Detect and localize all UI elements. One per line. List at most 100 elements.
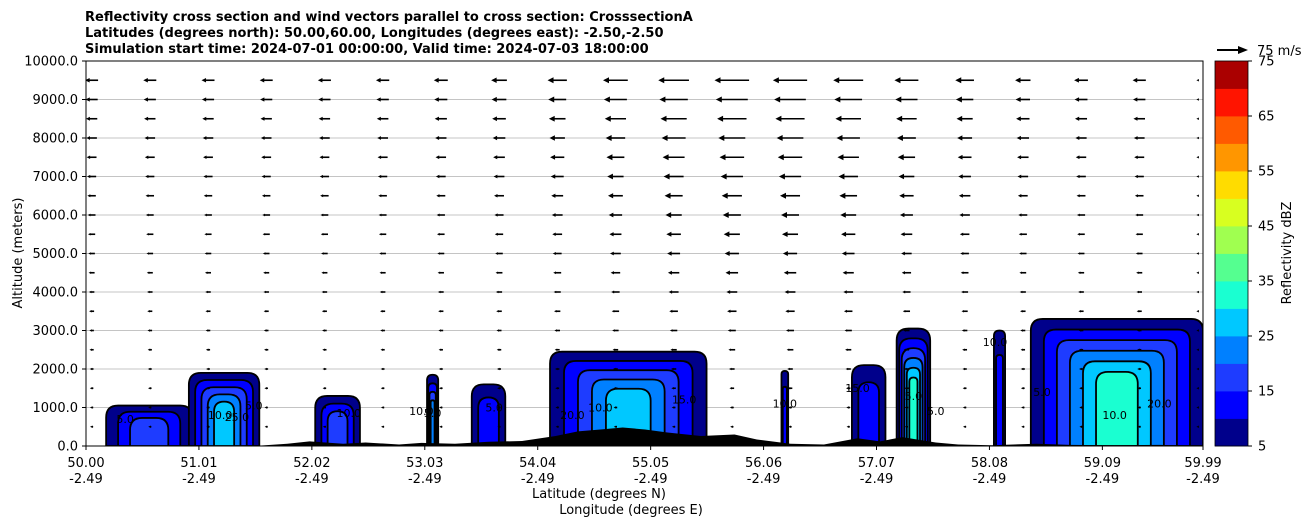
reflectivity-cells (105, 318, 1203, 446)
reflectivity-cell (851, 364, 887, 446)
wind-vector-arrowhead-icon (1196, 348, 1199, 351)
wind-vector-arrowhead-icon (665, 212, 672, 218)
wind-vector-arrowhead-icon (437, 290, 441, 294)
wind-vector-arrowhead-icon (494, 232, 498, 236)
contour-label: 15.0 (672, 394, 697, 407)
colorbar-segment (1215, 418, 1248, 447)
wind-vector-arrowhead-icon (1079, 387, 1082, 390)
wind-vector-arrowhead-icon (553, 271, 557, 275)
wind-vector-arrowhead-icon (496, 329, 499, 332)
wind-vector-arrowhead-icon (147, 290, 150, 294)
wind-vector-arrowhead-icon (435, 174, 440, 179)
wind-vector-arrowhead-icon (668, 290, 673, 294)
wind-vector-arrowhead-icon (1134, 155, 1138, 160)
colorbar-tick-label: 15 (1258, 385, 1275, 400)
colorbar-segment (1215, 88, 1248, 117)
contour-label: 5.0 (116, 413, 134, 426)
wind-vector-arrowhead-icon (774, 96, 781, 103)
wind-vector-arrowhead-icon (1079, 425, 1082, 428)
wind-vector-arrowhead-icon (606, 154, 613, 161)
reflectivity-cell (780, 370, 790, 446)
wind-vector-arrowhead-icon (203, 174, 207, 179)
y-tick-label: 10000.0 (24, 55, 78, 70)
wind-vector-arrowhead-icon (959, 232, 964, 236)
wind-vector-arrowhead-icon (1074, 77, 1079, 83)
wind-vector-arrowhead-icon (730, 425, 733, 428)
wind-vector-arrowhead-icon (554, 310, 557, 313)
wind-vector-arrowhead-icon (555, 425, 559, 428)
wind-vector-arrowhead-icon (667, 251, 672, 256)
wind-vector-arrowhead-icon (380, 406, 384, 409)
wind-vector-arrowhead-icon (435, 155, 440, 160)
wind-vector-arrowhead-icon (496, 310, 499, 313)
wind-vector-arrowhead-icon (775, 115, 782, 122)
y-tick-label: 9000.0 (33, 93, 79, 108)
contour-level (1095, 370, 1139, 446)
wind-vector-arrowhead-icon (322, 425, 326, 428)
wind-vector-arrowhead-icon (494, 194, 498, 198)
wind-vector-arrowhead-icon (1136, 329, 1140, 332)
wind-vector-arrowhead-icon (378, 194, 382, 198)
wind-vector-arrowhead-icon (145, 213, 149, 217)
contour-level (429, 399, 436, 446)
colorbar-tick-label: 5 (1258, 440, 1266, 455)
contour-label: 5.0 (1033, 386, 1051, 399)
wind-vector-arrowhead-icon (260, 116, 265, 121)
wind-vector-arrowhead-icon (261, 155, 265, 159)
wind-vector-arrowhead-icon (146, 271, 150, 274)
wind-vector-arrowhead-icon (439, 425, 442, 428)
wind-vector-arrowhead-icon (958, 193, 963, 198)
wind-vector-arrowhead-icon (846, 425, 850, 428)
wind-vector-arrowhead-icon (495, 290, 499, 294)
wind-vector-arrowhead-icon (718, 135, 725, 141)
wind-vector-arrowhead-icon (959, 213, 964, 217)
x-tick-label-lon: -2.49 (521, 472, 555, 487)
wind-vector-arrowhead-icon (1020, 310, 1023, 313)
wind-vector-arrowhead-icon (845, 367, 849, 371)
wind-vector-arrowhead-icon (206, 425, 209, 428)
wind-vector-arrowhead-icon (206, 406, 209, 409)
wind-vector-arrowhead-icon (147, 310, 150, 313)
wind-vector-arrowhead-icon (206, 387, 209, 390)
wind-vector-arrowhead-icon (89, 406, 93, 409)
wind-vector-arrowhead-icon (548, 115, 555, 122)
wind-vector-arrowhead-icon (551, 213, 556, 217)
wind-vector-arrowhead-icon (845, 348, 848, 351)
wind-vector-arrowhead-icon (721, 192, 728, 199)
contour-level (477, 396, 500, 446)
wind-vector-arrowhead-icon (379, 252, 382, 255)
wind-vector-arrowhead-icon (322, 367, 325, 371)
y-tick-label: 6000.0 (33, 209, 79, 224)
wind-vector-arrowhead-icon (497, 425, 500, 428)
contour-level (908, 376, 919, 446)
contour-label: 10.0 (588, 401, 613, 414)
wind-vector-arrowhead-icon (608, 212, 614, 218)
wind-vector-arrowhead-icon (495, 271, 499, 274)
wind-vector-arrowhead-icon (321, 290, 325, 294)
x-tick-label-lat: 53.03 (406, 456, 443, 471)
wind-vector-arrowhead-icon (436, 194, 440, 198)
y-axis: 0.0 1000.0 2000.0 3000.0 4000.0 5000.0 6000.0 7… (24, 55, 86, 455)
wind-vector-arrowhead-icon (1133, 136, 1138, 140)
wind-vector-arrowhead-icon (661, 135, 668, 141)
wind-vector-arrowhead-icon (321, 271, 324, 274)
wind-vector-arrowhead-icon (1196, 425, 1199, 428)
wind-vector-arrowhead-icon (86, 155, 91, 159)
wind-vector-arrowhead-icon (671, 387, 674, 390)
wind-vector-arrowhead-icon (321, 252, 324, 255)
wind-vector-arrowhead-icon (436, 213, 440, 217)
reflectivity-cell (426, 373, 440, 446)
wind-vector-arrowhead-icon (670, 367, 674, 371)
title-line-3: Simulation start time: 2024-07-01 00:00:… (85, 42, 649, 57)
colorbar-segment (1215, 198, 1248, 227)
contour-label: 5.0 (245, 399, 263, 412)
wind-vector-arrowhead-icon (1019, 252, 1022, 255)
wind-vector-arrowhead-icon (664, 192, 671, 199)
wind-vector-arrowhead-icon (846, 406, 849, 409)
wind-vector-arrowhead-icon (320, 213, 324, 217)
x-tick-label-lat: 55.05 (632, 456, 669, 471)
colorbar-segment (1215, 116, 1248, 144)
x-tick-label-lat: 59.09 (1084, 456, 1121, 471)
wind-vector-arrowhead-icon (89, 329, 92, 332)
colorbar-tick-label: 45 (1258, 220, 1275, 235)
